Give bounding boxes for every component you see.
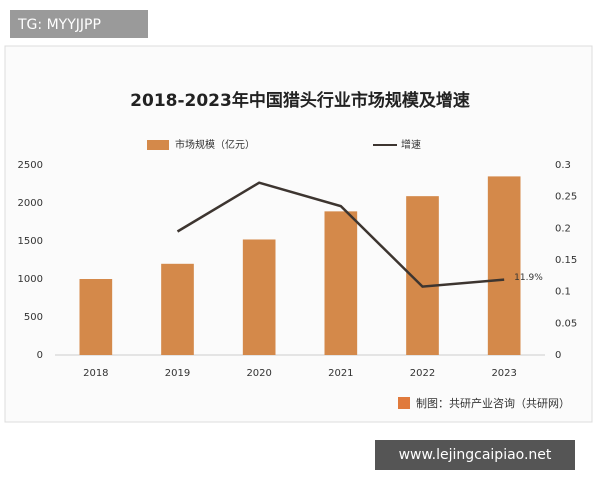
- y2-tick-label: 0: [555, 350, 561, 361]
- y2-tick-label: 0.1: [555, 287, 571, 298]
- line: [176, 181, 505, 288]
- y2-tick-label: 0.05: [555, 318, 577, 329]
- source-note: 制图：共研产业咨询（共研网）: [416, 396, 570, 410]
- bar: [161, 263, 194, 355]
- legend-label: 市场规模（亿元）: [175, 138, 255, 151]
- chart-title: 2018-2023年中国猎头行业市场规模及增速: [130, 90, 470, 111]
- x-tick-label: 2023: [491, 368, 516, 379]
- x-tick-label: 2021: [328, 368, 353, 379]
- source-icon: [398, 397, 410, 409]
- y-tick-label: 1500: [18, 236, 43, 247]
- y-tick-label: 2500: [18, 160, 43, 171]
- overlay-text: www.lejingcaipiao.net: [399, 447, 552, 463]
- bar: [79, 279, 113, 355]
- y-tick-label: 0: [37, 350, 43, 361]
- value-label: 11.9%: [514, 273, 543, 283]
- y-tick-label: 1000: [18, 274, 43, 285]
- bar: [242, 239, 276, 355]
- y2-tick-label: 0.15: [555, 255, 577, 266]
- x-tick-label: 2020: [246, 368, 271, 379]
- bar: [487, 176, 521, 355]
- bar: [324, 211, 358, 355]
- overlay-text: TG: MYYJJPP: [17, 17, 101, 33]
- y-tick-label: 2000: [18, 198, 43, 209]
- legend-label: 增速: [401, 138, 421, 151]
- y-tick-label: 500: [24, 312, 43, 323]
- x-tick-label: 2018: [83, 368, 108, 379]
- y2-tick-label: 0.25: [555, 192, 577, 203]
- y2-tick-label: 0.3: [555, 160, 571, 171]
- overlay-box: [10, 10, 148, 38]
- y2-tick-label: 0.2: [555, 223, 571, 234]
- x-tick-label: 2019: [165, 368, 190, 379]
- overlay-box: [375, 440, 575, 470]
- legend-swatch: [147, 140, 169, 150]
- x-tick-label: 2022: [410, 368, 435, 379]
